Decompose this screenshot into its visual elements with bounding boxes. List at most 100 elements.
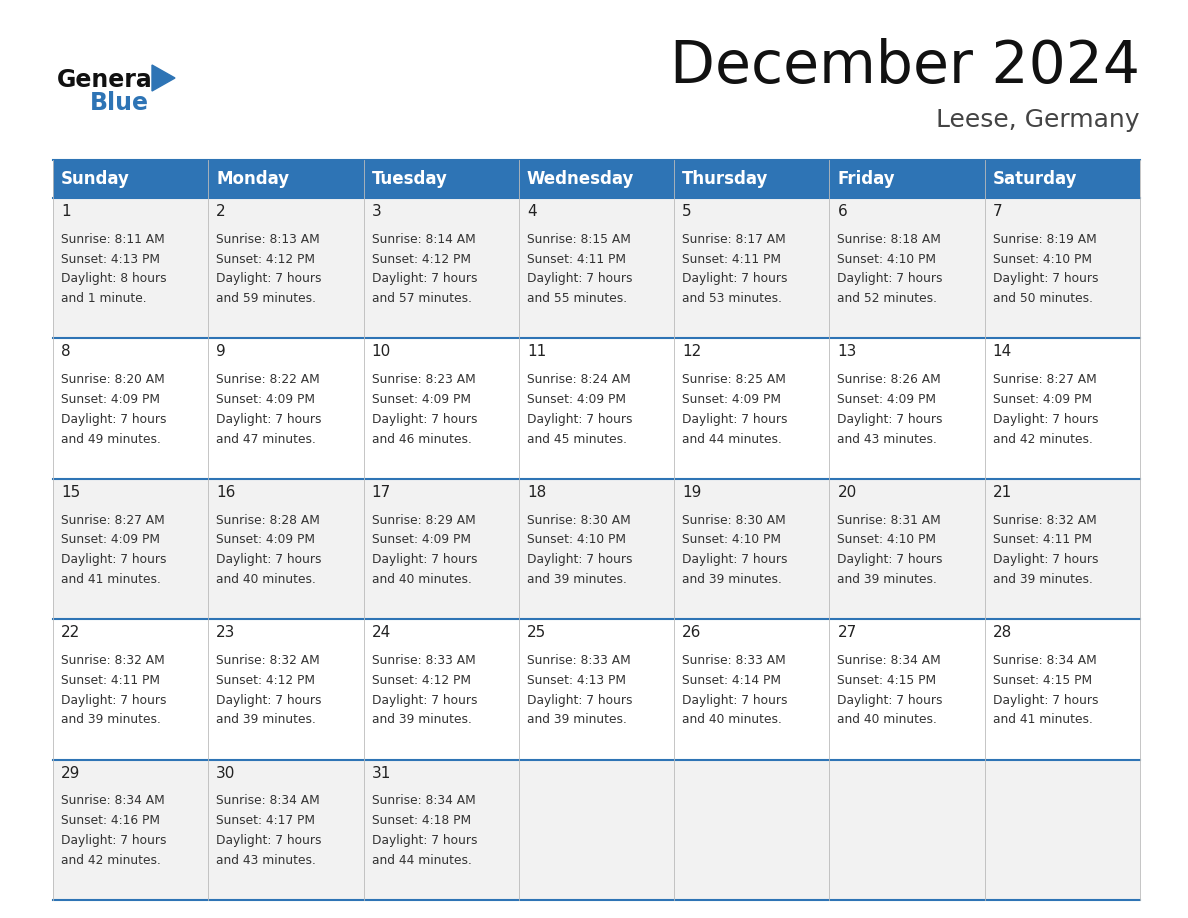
Text: Sunrise: 8:13 AM: Sunrise: 8:13 AM (216, 233, 320, 246)
Text: and 39 minutes.: and 39 minutes. (61, 713, 160, 726)
Text: Sunrise: 8:32 AM: Sunrise: 8:32 AM (993, 513, 1097, 527)
Text: Monday: Monday (216, 170, 290, 188)
Text: Sunrise: 8:34 AM: Sunrise: 8:34 AM (372, 794, 475, 808)
Text: and 39 minutes.: and 39 minutes. (216, 713, 316, 726)
Text: Sunrise: 8:34 AM: Sunrise: 8:34 AM (838, 654, 941, 667)
Text: 10: 10 (372, 344, 391, 360)
Text: 5: 5 (682, 204, 691, 219)
Polygon shape (152, 65, 175, 91)
Text: Sunrise: 8:19 AM: Sunrise: 8:19 AM (993, 233, 1097, 246)
Text: Sunset: 4:09 PM: Sunset: 4:09 PM (372, 533, 470, 546)
Text: Sunset: 4:12 PM: Sunset: 4:12 PM (216, 674, 315, 687)
Text: 22: 22 (61, 625, 81, 640)
Text: Sunset: 4:10 PM: Sunset: 4:10 PM (993, 252, 1092, 265)
Text: Sunrise: 8:33 AM: Sunrise: 8:33 AM (526, 654, 631, 667)
Text: Daylight: 7 hours: Daylight: 7 hours (682, 694, 788, 707)
Text: 26: 26 (682, 625, 702, 640)
Text: Sunrise: 8:32 AM: Sunrise: 8:32 AM (216, 654, 320, 667)
Text: Sunset: 4:13 PM: Sunset: 4:13 PM (526, 674, 626, 687)
Text: and 49 minutes.: and 49 minutes. (61, 432, 160, 445)
Text: Daylight: 8 hours: Daylight: 8 hours (61, 273, 166, 285)
Text: Sunset: 4:11 PM: Sunset: 4:11 PM (993, 533, 1092, 546)
Text: Daylight: 7 hours: Daylight: 7 hours (372, 273, 478, 285)
Text: Sunrise: 8:22 AM: Sunrise: 8:22 AM (216, 374, 320, 386)
Text: Daylight: 7 hours: Daylight: 7 hours (61, 413, 166, 426)
Text: 6: 6 (838, 204, 847, 219)
Text: Sunrise: 8:25 AM: Sunrise: 8:25 AM (682, 374, 786, 386)
Text: 29: 29 (61, 766, 81, 780)
Text: and 43 minutes.: and 43 minutes. (838, 432, 937, 445)
Text: Saturday: Saturday (993, 170, 1078, 188)
Text: and 39 minutes.: and 39 minutes. (838, 573, 937, 586)
Text: and 45 minutes.: and 45 minutes. (526, 432, 627, 445)
Text: Sunset: 4:09 PM: Sunset: 4:09 PM (216, 533, 315, 546)
Text: 19: 19 (682, 485, 702, 499)
Text: Sunset: 4:15 PM: Sunset: 4:15 PM (993, 674, 1092, 687)
Text: and 40 minutes.: and 40 minutes. (372, 573, 472, 586)
Text: Sunset: 4:10 PM: Sunset: 4:10 PM (526, 533, 626, 546)
Bar (53, 198, 1140, 339)
Text: 1: 1 (61, 204, 70, 219)
Text: 2: 2 (216, 204, 226, 219)
Text: and 52 minutes.: and 52 minutes. (838, 292, 937, 305)
Text: Sunrise: 8:33 AM: Sunrise: 8:33 AM (682, 654, 786, 667)
Text: 28: 28 (993, 625, 1012, 640)
Text: Sunrise: 8:27 AM: Sunrise: 8:27 AM (993, 374, 1097, 386)
Text: Sunset: 4:12 PM: Sunset: 4:12 PM (372, 252, 470, 265)
Bar (53, 620, 1140, 759)
Text: 30: 30 (216, 766, 235, 780)
Text: Sunset: 4:09 PM: Sunset: 4:09 PM (993, 393, 1092, 406)
Text: Sunrise: 8:32 AM: Sunrise: 8:32 AM (61, 654, 165, 667)
Text: Daylight: 7 hours: Daylight: 7 hours (682, 554, 788, 566)
Text: Daylight: 7 hours: Daylight: 7 hours (526, 694, 632, 707)
Text: Thursday: Thursday (682, 170, 769, 188)
Text: and 1 minute.: and 1 minute. (61, 292, 146, 305)
Text: General: General (57, 68, 160, 92)
Text: Daylight: 7 hours: Daylight: 7 hours (372, 413, 478, 426)
Text: 20: 20 (838, 485, 857, 499)
Text: Sunrise: 8:34 AM: Sunrise: 8:34 AM (216, 794, 320, 808)
Text: Daylight: 7 hours: Daylight: 7 hours (61, 554, 166, 566)
Text: Sunset: 4:10 PM: Sunset: 4:10 PM (838, 533, 936, 546)
Text: 25: 25 (526, 625, 546, 640)
Text: Sunrise: 8:14 AM: Sunrise: 8:14 AM (372, 233, 475, 246)
Text: 7: 7 (993, 204, 1003, 219)
Text: Sunrise: 8:34 AM: Sunrise: 8:34 AM (61, 794, 165, 808)
Text: Sunset: 4:09 PM: Sunset: 4:09 PM (61, 393, 160, 406)
Text: and 40 minutes.: and 40 minutes. (682, 713, 782, 726)
Text: Sunset: 4:09 PM: Sunset: 4:09 PM (216, 393, 315, 406)
Text: 27: 27 (838, 625, 857, 640)
Text: Sunset: 4:10 PM: Sunset: 4:10 PM (838, 252, 936, 265)
Text: Sunrise: 8:11 AM: Sunrise: 8:11 AM (61, 233, 165, 246)
Text: 8: 8 (61, 344, 70, 360)
Text: Sunrise: 8:18 AM: Sunrise: 8:18 AM (838, 233, 941, 246)
Text: and 50 minutes.: and 50 minutes. (993, 292, 1093, 305)
Text: Sunset: 4:09 PM: Sunset: 4:09 PM (838, 393, 936, 406)
Text: Daylight: 7 hours: Daylight: 7 hours (838, 554, 943, 566)
Text: 17: 17 (372, 485, 391, 499)
Text: and 44 minutes.: and 44 minutes. (682, 432, 782, 445)
Text: Sunset: 4:09 PM: Sunset: 4:09 PM (682, 393, 782, 406)
Text: Daylight: 7 hours: Daylight: 7 hours (838, 413, 943, 426)
Text: 16: 16 (216, 485, 235, 499)
Text: and 39 minutes.: and 39 minutes. (372, 713, 472, 726)
Text: Daylight: 7 hours: Daylight: 7 hours (61, 694, 166, 707)
Text: Sunset: 4:14 PM: Sunset: 4:14 PM (682, 674, 782, 687)
Bar (53, 759, 1140, 900)
Bar (53, 339, 1140, 479)
Text: 4: 4 (526, 204, 537, 219)
Text: Daylight: 7 hours: Daylight: 7 hours (61, 834, 166, 847)
Text: Sunset: 4:11 PM: Sunset: 4:11 PM (682, 252, 782, 265)
Text: and 59 minutes.: and 59 minutes. (216, 292, 316, 305)
Bar (53, 160, 1140, 198)
Text: 18: 18 (526, 485, 546, 499)
Text: Sunset: 4:13 PM: Sunset: 4:13 PM (61, 252, 160, 265)
Text: Daylight: 7 hours: Daylight: 7 hours (993, 554, 1098, 566)
Text: and 41 minutes.: and 41 minutes. (993, 713, 1093, 726)
Text: 15: 15 (61, 485, 81, 499)
Text: Sunrise: 8:24 AM: Sunrise: 8:24 AM (526, 374, 631, 386)
Text: Daylight: 7 hours: Daylight: 7 hours (526, 554, 632, 566)
Text: Sunset: 4:17 PM: Sunset: 4:17 PM (216, 814, 315, 827)
Text: Sunrise: 8:33 AM: Sunrise: 8:33 AM (372, 654, 475, 667)
Text: Daylight: 7 hours: Daylight: 7 hours (216, 694, 322, 707)
